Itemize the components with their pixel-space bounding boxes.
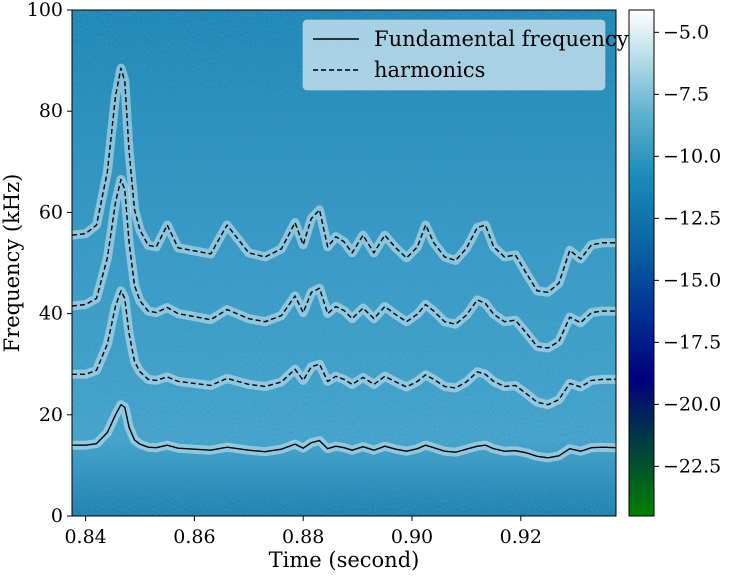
plot-border — [71, 9, 617, 517]
colorbar: −5.0 −7.5 −10.0 −12.5 −15.0 −17.5 −20.0 −22.5 — [628, 9, 721, 517]
colorbar-tick-label: −5.0 — [663, 21, 709, 43]
x-axis: 0.84 0.86 0.88 0.90 0.92 — [64, 516, 542, 548]
y-tick-label: 20 — [39, 404, 63, 426]
series-layer — [72, 67, 616, 459]
colorbar-tick-label: −17.5 — [663, 331, 721, 353]
x-tick-label: 0.92 — [500, 526, 542, 548]
y-tick-label: 0 — [51, 505, 63, 527]
y-tick-label: 100 — [27, 0, 63, 21]
legend-label: harmonics — [374, 58, 485, 82]
y-axis: 0 20 40 60 80 100 — [27, 0, 72, 527]
legend-label: Fundamental frequency — [374, 27, 629, 51]
legend: Fundamental frequency harmonics — [302, 19, 629, 91]
y-tick-label: 80 — [39, 100, 63, 122]
plot-frame — [71, 9, 617, 517]
x-tick-label: 0.90 — [391, 526, 433, 548]
fundamental-frequency-line — [72, 403, 616, 459]
colorbar-tick-label: −12.5 — [663, 207, 721, 229]
colorbar-tick-label: −10.0 — [663, 145, 721, 167]
colorbar-tick-label: −15.0 — [663, 269, 721, 291]
x-axis-title: Time (second) — [269, 548, 420, 572]
harmonic-line-2 — [72, 178, 616, 349]
colorbar-tick-label: −20.0 — [663, 393, 721, 415]
y-tick-label: 60 — [39, 201, 63, 223]
y-axis-title: Frequency (kHz) — [0, 174, 24, 353]
x-tick-label: 0.88 — [282, 526, 324, 548]
x-tick-label: 0.86 — [173, 526, 215, 548]
y-tick-label: 40 — [39, 303, 63, 325]
colorbar-border — [628, 9, 655, 517]
colorbar-gradient — [629, 10, 654, 516]
colorbar-tick-label: −7.5 — [663, 83, 709, 105]
legend-box — [302, 19, 606, 91]
harmonic-line-3 — [72, 67, 616, 294]
x-tick-label: 0.84 — [64, 526, 106, 548]
harmonic-line-1 — [72, 290, 616, 406]
colorbar-tick-label: −22.5 — [663, 455, 721, 477]
